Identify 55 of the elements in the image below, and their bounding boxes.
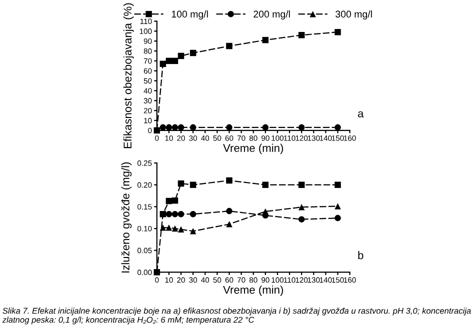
point bbox=[334, 214, 341, 222]
point bbox=[172, 124, 178, 131]
point bbox=[334, 124, 341, 131]
x-axis-title: Vreme (min) bbox=[223, 144, 284, 154]
legend-label: 300 mg/l bbox=[336, 10, 372, 20]
legend-label: 200 mg/l bbox=[254, 10, 290, 20]
point bbox=[190, 124, 196, 131]
point bbox=[262, 212, 269, 219]
point bbox=[226, 221, 232, 228]
point bbox=[172, 225, 178, 232]
point bbox=[334, 182, 341, 188]
point bbox=[178, 124, 184, 131]
point bbox=[178, 226, 184, 233]
point bbox=[154, 269, 160, 276]
y-axis-title: Izluženo gvožđe (mg/l) bbox=[121, 162, 132, 272]
point bbox=[262, 124, 269, 131]
point bbox=[334, 203, 341, 210]
point bbox=[172, 58, 178, 64]
point bbox=[172, 197, 178, 204]
point bbox=[160, 210, 166, 218]
point bbox=[334, 28, 341, 36]
point bbox=[190, 228, 196, 234]
point bbox=[298, 124, 305, 131]
point bbox=[226, 42, 232, 50]
point bbox=[154, 127, 160, 134]
point bbox=[190, 50, 196, 56]
point bbox=[160, 124, 166, 131]
point bbox=[190, 210, 196, 218]
point bbox=[298, 204, 305, 210]
point bbox=[226, 124, 232, 131]
point bbox=[166, 224, 172, 231]
text: a bbox=[358, 111, 364, 118]
point bbox=[166, 124, 172, 131]
point bbox=[160, 224, 166, 231]
point bbox=[178, 52, 184, 60]
text: Slika 7. Efekat inicijalne koncentracije boje na a) efikasnost obezbojavanja i b) sadržaj gvožđa u rastvoru. pH 3,0; koncentracija zlatnog peska: 0,1 g/l; koncentracija H₂O₂: 6 mM; temperatura 22 °C bbox=[2, 308, 471, 324]
point bbox=[190, 182, 196, 188]
point bbox=[298, 182, 305, 188]
point bbox=[298, 32, 305, 38]
point bbox=[298, 216, 305, 222]
point bbox=[166, 210, 172, 218]
point bbox=[172, 210, 178, 218]
point bbox=[262, 36, 269, 44]
y-axis-title: Efikasnost obezbojavanja (%) bbox=[123, 3, 134, 148]
point bbox=[178, 180, 184, 187]
point bbox=[262, 182, 269, 188]
point bbox=[166, 198, 172, 204]
text: b bbox=[358, 251, 364, 260]
point bbox=[160, 60, 166, 68]
point bbox=[226, 177, 232, 184]
point bbox=[166, 58, 172, 64]
x-axis-title: Vreme (min) bbox=[223, 286, 284, 296]
point bbox=[226, 208, 232, 214]
legend-label: 100 mg/l bbox=[172, 10, 208, 20]
point bbox=[178, 210, 184, 218]
